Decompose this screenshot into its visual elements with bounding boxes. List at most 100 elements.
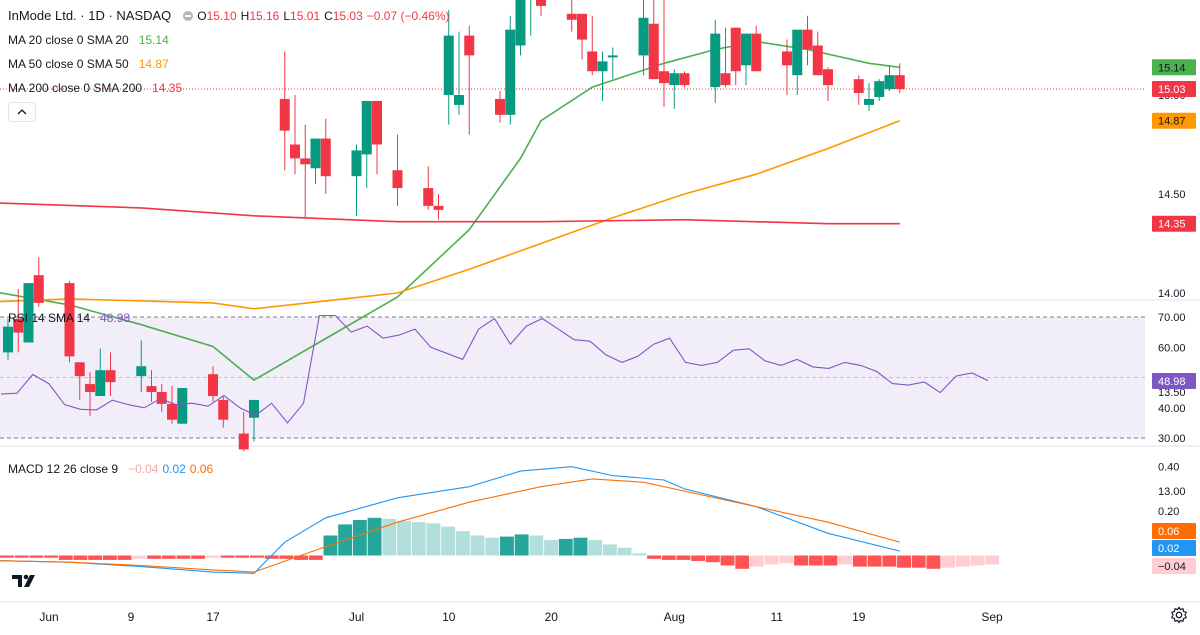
rsi-axis-tick: 40.00 bbox=[1158, 403, 1186, 415]
macd-histogram-bar bbox=[602, 544, 617, 556]
macd-axis-tick: 0.40 bbox=[1158, 462, 1179, 474]
macd-histogram-bar bbox=[176, 555, 191, 559]
candle-body bbox=[495, 98, 505, 115]
macd-histogram-bar bbox=[838, 555, 853, 565]
time-axis-label: Jun bbox=[39, 610, 58, 624]
ma200-legend[interactable]: MA 200 close 0 SMA 200 14.35 bbox=[8, 80, 186, 96]
rsi-axis-badge: 48.98 bbox=[1158, 376, 1186, 388]
candle-body bbox=[894, 75, 905, 90]
price-axis-tick: 13.50 bbox=[1158, 387, 1186, 399]
candle-body bbox=[638, 17, 649, 56]
macd-histogram-bar bbox=[485, 537, 500, 556]
candle-body bbox=[587, 51, 598, 72]
macd-histogram-bar bbox=[220, 555, 235, 558]
macd-histogram-bar bbox=[911, 555, 926, 568]
time-axis-label: 9 bbox=[128, 610, 135, 624]
rsi-axis-tick: 60.00 bbox=[1158, 342, 1186, 354]
low-label: L bbox=[283, 9, 291, 23]
candle-body bbox=[290, 144, 300, 159]
candle-body bbox=[167, 403, 177, 420]
candle-body bbox=[156, 392, 167, 404]
ma20-legend[interactable]: MA 20 close 0 SMA 20 15.14 bbox=[8, 32, 173, 48]
candle-body bbox=[249, 399, 259, 418]
macd-histogram-bar bbox=[647, 555, 661, 559]
candle-body bbox=[392, 170, 403, 189]
ma50-axis-badge: 14.87 bbox=[1158, 116, 1186, 128]
macd-histogram-bar bbox=[161, 555, 176, 559]
time-axis-label: 17 bbox=[206, 610, 220, 624]
high-value: 15.16 bbox=[249, 9, 280, 23]
candle-body bbox=[536, 0, 546, 6]
time-axis-label: Aug bbox=[664, 610, 685, 624]
macd-histogram-bar bbox=[808, 555, 823, 566]
candle-body bbox=[74, 362, 85, 377]
tradingview-logo-icon[interactable] bbox=[10, 572, 40, 590]
candle-body bbox=[279, 98, 290, 131]
ma20-axis-badge-bg bbox=[1152, 59, 1196, 76]
candle-body bbox=[85, 384, 95, 392]
time-axis-label: 10 bbox=[442, 610, 456, 624]
candle-body bbox=[884, 75, 895, 90]
candle-body bbox=[823, 69, 833, 86]
candle-body bbox=[300, 158, 311, 165]
chevron-up-icon bbox=[17, 109, 27, 115]
ma50-legend[interactable]: MA 50 close 0 SMA 50 14.87 bbox=[8, 56, 173, 72]
macd-hist-axis-badge-bg bbox=[1152, 558, 1196, 574]
candle-body bbox=[864, 98, 874, 105]
candle-body bbox=[741, 33, 751, 66]
macd-histogram-bar bbox=[500, 536, 514, 556]
macd-legend[interactable]: MACD 12 26 close 9 −0.04 0.02 0.06 bbox=[8, 461, 217, 477]
ma200-label: MA 200 close 0 SMA 200 bbox=[8, 81, 143, 95]
close-label: C bbox=[324, 9, 333, 23]
macd-histogram-bar bbox=[955, 555, 970, 567]
macd-label: MACD 12 26 close 9 bbox=[8, 462, 119, 476]
change-value: −0.07 (−0.46%) bbox=[366, 9, 450, 23]
candle-body bbox=[577, 13, 587, 40]
macd-histogram-bar bbox=[426, 523, 441, 556]
macd-histogram-bar bbox=[411, 522, 426, 556]
ma20-line bbox=[0, 40, 900, 382]
ma200-value: 14.35 bbox=[152, 81, 183, 95]
ma20-value: 15.14 bbox=[138, 33, 169, 47]
signal-axis-badge-bg bbox=[1152, 523, 1196, 539]
macd-histogram-bar bbox=[367, 517, 382, 556]
collapse-legend-button[interactable] bbox=[8, 102, 36, 122]
rsi-axis-tick: 70.00 bbox=[1158, 312, 1186, 324]
close-value: 15.03 bbox=[332, 9, 363, 23]
candle-body bbox=[361, 100, 372, 155]
macd-histogram-bar bbox=[617, 547, 632, 556]
candle-body bbox=[372, 100, 382, 145]
ma50-value: 14.87 bbox=[138, 57, 169, 71]
macd-axis-tick: 0.20 bbox=[1158, 506, 1179, 518]
rsi-value: 48.98 bbox=[100, 311, 131, 325]
ma50-label: MA 50 close 0 SMA 50 bbox=[8, 57, 129, 71]
time-axis-label: Jul bbox=[349, 610, 364, 624]
macd-hist-value: −0.04 bbox=[128, 462, 159, 476]
macd-histogram-bar bbox=[676, 555, 691, 560]
rsi-legend[interactable]: RSI 14 SMA 14 48.98 bbox=[8, 310, 134, 326]
signal-axis-badge: 0.06 bbox=[1158, 526, 1179, 538]
symbol-title[interactable]: InMode Ltd. · 1D · NASDAQ bbox=[8, 8, 172, 23]
candle-body bbox=[792, 29, 803, 76]
time-axis-label: 20 bbox=[545, 610, 559, 624]
macd-histogram-bar bbox=[514, 534, 529, 556]
macd-histogram-bar bbox=[852, 555, 867, 567]
candle-body bbox=[515, 0, 526, 46]
macd-histogram-bar bbox=[970, 555, 985, 566]
candle-body bbox=[13, 318, 24, 333]
macd-histogram-bar bbox=[573, 537, 588, 556]
macd-histogram-bar bbox=[102, 555, 117, 560]
candle-body bbox=[351, 150, 362, 177]
ma200-axis-badge-bg bbox=[1152, 215, 1196, 232]
gear-icon[interactable] bbox=[1170, 606, 1188, 624]
candle-body bbox=[95, 370, 106, 396]
macd-histogram-bar bbox=[632, 553, 647, 556]
candle-body bbox=[218, 399, 229, 420]
macd-histogram-bar bbox=[470, 535, 485, 556]
candle-body bbox=[23, 283, 34, 343]
minus-circle-icon[interactable] bbox=[183, 11, 194, 21]
last-price-badge: 15.03 bbox=[1158, 84, 1186, 96]
macd-histogram-bar bbox=[352, 520, 367, 556]
